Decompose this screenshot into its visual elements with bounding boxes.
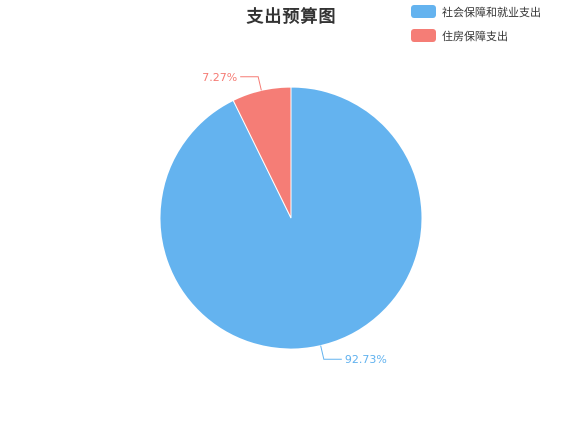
legend-swatch-housing — [411, 29, 436, 42]
leader-line-housing — [240, 76, 262, 91]
legend-label-social-security: 社会保障和就业支出 — [442, 5, 541, 19]
legend-swatch-social-security — [411, 5, 436, 18]
chart-legend: 社会保障和就业支出 住房保障支出 — [411, 4, 541, 52]
chart-title: 支出预算图 — [246, 7, 337, 27]
legend-item-social-security[interactable]: 社会保障和就业支出 — [411, 4, 541, 19]
legend-item-housing[interactable]: 住房保障支出 — [411, 28, 541, 43]
data-label-housing: 7.27% — [202, 71, 237, 84]
legend-label-housing: 住房保障支出 — [442, 29, 508, 43]
data-label-social-security: 92.73% — [345, 353, 387, 366]
leader-line-social-security — [320, 345, 342, 360]
pie-slice-housing[interactable] — [232, 86, 292, 219]
